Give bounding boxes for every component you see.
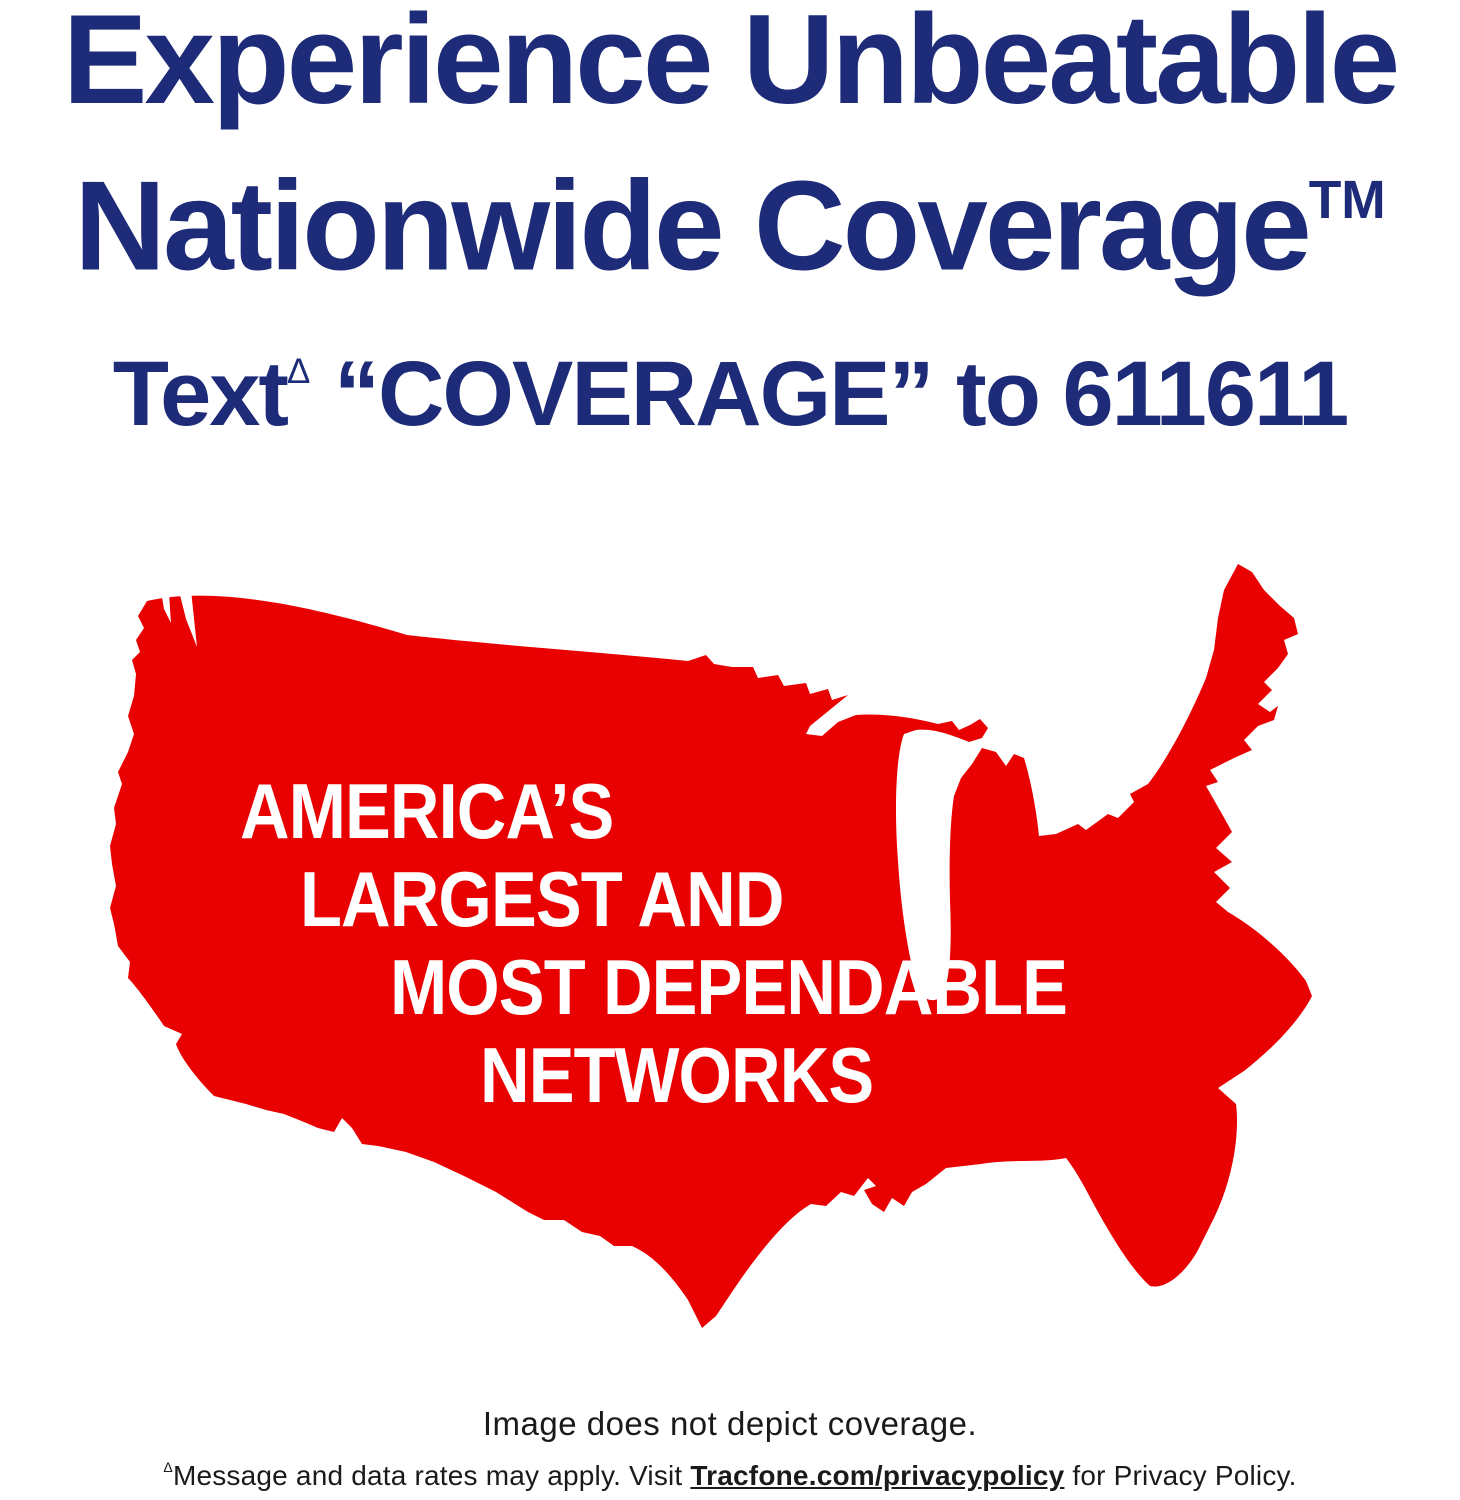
headline-line-1: Experience Unbeatable (62, 0, 1401, 130)
privacy-policy-link[interactable]: Tracfone.com/privacypolicy (690, 1460, 1065, 1491)
usa-coverage-map: AMERICA’S LARGEST AND MOST DEPENDABLE NE… (65, 555, 1315, 1365)
headline-line-2: Nationwide CoverageTM (0, 134, 1460, 300)
cta-subtitle: TextΔ “COVERAGE” to 611611 (0, 348, 1460, 440)
usa-silhouette (110, 564, 1312, 1328)
delta-footnote-mark: Δ (287, 352, 311, 392)
coverage-disclaimer: Image does not depict coverage. (482, 1405, 978, 1442)
puget-sound-inlet (178, 587, 197, 647)
headline: Experience Unbeatable Nationwide Coverag… (0, 0, 1460, 300)
footnote-text-after: for Privacy Policy. (1064, 1460, 1297, 1491)
legal-footnote: ΔMessage and data rates may apply. Visit… (0, 1458, 1460, 1492)
map-slogan-line-2: LARGEST AND (300, 855, 784, 943)
delta-footnote-mark: Δ (163, 1458, 173, 1475)
olympic-coast-inlet (162, 593, 171, 623)
cta-prefix: Text (112, 343, 289, 445)
trademark-superscript: TM (1308, 171, 1386, 230)
map-slogan-line-1: AMERICA’S (240, 767, 614, 855)
headline-line-2-text: Nationwide Coverage (74, 154, 1311, 297)
usa-map-icon (110, 564, 1312, 1328)
footnote-text-before: Message and data rates may apply. Visit (172, 1460, 691, 1491)
map-slogan-line-3: MOST DEPENDABLE (390, 943, 1068, 1031)
map-slogan-line-4: NETWORKS (480, 1031, 874, 1119)
cta-rest: “COVERAGE” to 611611 (310, 343, 1349, 445)
